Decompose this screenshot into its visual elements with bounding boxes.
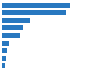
Bar	[2, 10, 66, 15]
Bar	[2, 41, 9, 46]
Bar	[2, 63, 4, 68]
Bar	[2, 48, 6, 53]
Bar	[2, 56, 6, 61]
Bar	[2, 18, 30, 23]
Bar	[2, 25, 23, 30]
Bar	[2, 3, 70, 8]
Bar	[2, 33, 20, 38]
